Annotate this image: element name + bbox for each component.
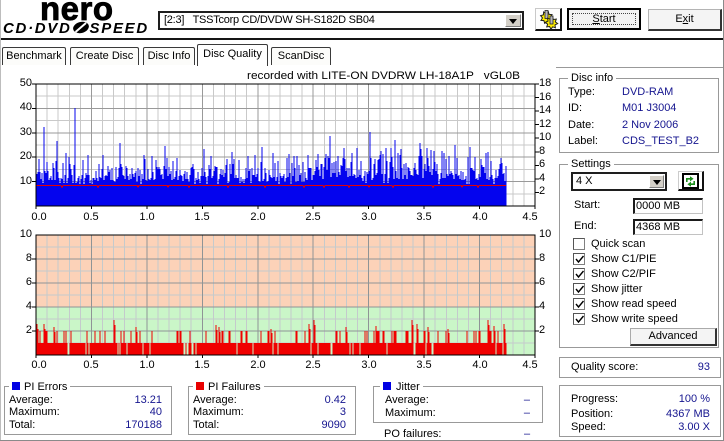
svg-text:2.5: 2.5 xyxy=(305,359,320,371)
svg-text:10: 10 xyxy=(539,131,551,143)
svg-text:3.5: 3.5 xyxy=(416,211,431,223)
svg-text:10: 10 xyxy=(539,228,551,240)
svg-text:14: 14 xyxy=(539,104,551,116)
svg-text:20: 20 xyxy=(20,150,32,162)
svg-text:3.0: 3.0 xyxy=(361,211,376,223)
svg-text:2: 2 xyxy=(539,324,545,336)
svg-text:12: 12 xyxy=(539,118,551,130)
svg-text:3.0: 3.0 xyxy=(361,359,376,371)
svg-text:18: 18 xyxy=(539,77,551,89)
svg-text:2.5: 2.5 xyxy=(305,211,320,223)
svg-text:2: 2 xyxy=(26,324,32,336)
svg-text:6: 6 xyxy=(539,276,545,288)
svg-text:2: 2 xyxy=(539,185,545,197)
svg-text:2.0: 2.0 xyxy=(250,359,265,371)
svg-text:10: 10 xyxy=(20,228,32,240)
svg-text:50: 50 xyxy=(20,77,32,89)
svg-text:1.0: 1.0 xyxy=(139,359,154,371)
svg-text:4.0: 4.0 xyxy=(472,359,487,371)
svg-text:recorded with LITE-ON DVDRW LH: recorded with LITE-ON DVDRW LH-18A1P vGL… xyxy=(247,70,520,82)
svg-text:0.5: 0.5 xyxy=(83,211,98,223)
svg-text:1.0: 1.0 xyxy=(139,211,154,223)
svg-text:8: 8 xyxy=(539,252,545,264)
svg-text:1.5: 1.5 xyxy=(194,359,209,371)
svg-text:4.5: 4.5 xyxy=(522,359,537,371)
svg-text:4.0: 4.0 xyxy=(472,211,487,223)
svg-text:0.5: 0.5 xyxy=(83,359,98,371)
svg-text:6: 6 xyxy=(26,276,32,288)
svg-text:4: 4 xyxy=(539,172,545,184)
svg-text:2.0: 2.0 xyxy=(250,211,265,223)
svg-text:8: 8 xyxy=(26,252,32,264)
svg-text:4.5: 4.5 xyxy=(522,211,537,223)
svg-text:40: 40 xyxy=(20,101,32,113)
svg-text:6: 6 xyxy=(539,158,545,170)
svg-text:0.0: 0.0 xyxy=(31,211,46,223)
svg-text:4: 4 xyxy=(26,300,32,312)
svg-text:4: 4 xyxy=(539,300,545,312)
svg-text:10: 10 xyxy=(20,175,32,187)
svg-text:3.5: 3.5 xyxy=(416,359,431,371)
svg-text:1.5: 1.5 xyxy=(194,211,209,223)
svg-text:16: 16 xyxy=(539,91,551,103)
svg-text:30: 30 xyxy=(20,126,32,138)
svg-text:0.0: 0.0 xyxy=(31,359,46,371)
svg-text:8: 8 xyxy=(539,145,545,157)
